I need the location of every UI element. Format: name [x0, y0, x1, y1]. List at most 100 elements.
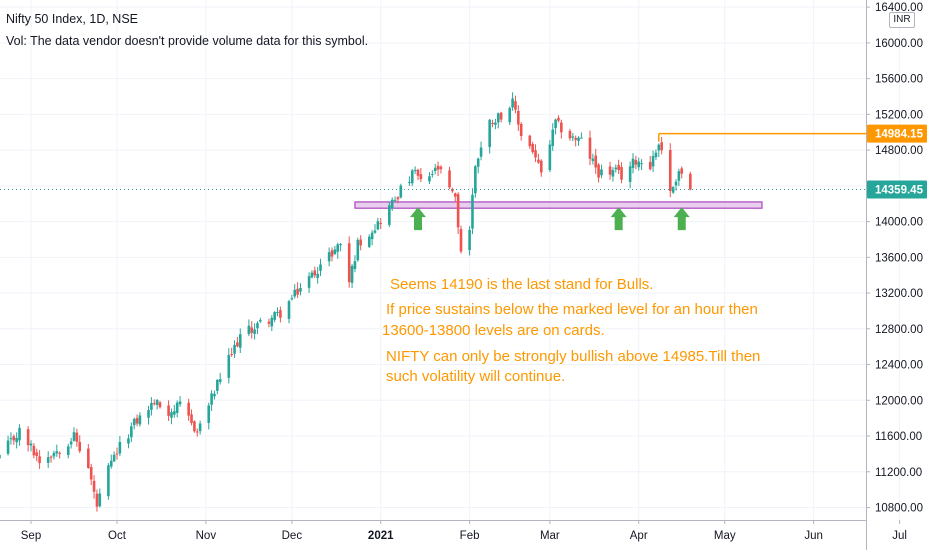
candle: [319, 258, 322, 277]
candle-body: [499, 112, 503, 120]
candle: [496, 112, 500, 129]
candle-body: [187, 402, 190, 416]
candle: [499, 111, 503, 123]
candle-body: [339, 244, 342, 246]
candle-body: [548, 144, 552, 171]
candle: [35, 448, 39, 462]
candle: [279, 306, 282, 323]
annotation-line-4: NIFTY can only be strongly bullish above…: [386, 348, 761, 365]
candle-body: [390, 199, 394, 209]
candle: [299, 283, 302, 296]
candle-body: [648, 161, 652, 170]
candle-body: [620, 166, 623, 180]
candle: [431, 170, 434, 178]
candle-body: [307, 276, 311, 288]
candle: [491, 119, 494, 128]
candle-body: [256, 323, 259, 329]
candle: [531, 141, 534, 154]
candle: [173, 404, 176, 418]
candle: [52, 450, 56, 460]
candle-body: [628, 166, 632, 182]
price-tick-label: 12000.00: [875, 395, 923, 407]
candle: [132, 417, 136, 430]
candle-body: [0, 454, 1, 459]
candle-body: [611, 170, 615, 177]
candle-body: [299, 287, 302, 292]
time-tick-label: Mar: [540, 530, 560, 542]
candle-body: [634, 160, 638, 165]
candle: [198, 420, 202, 435]
candle: [476, 157, 480, 174]
candle: [130, 422, 133, 443]
candle-body: [193, 421, 196, 432]
candle: [648, 155, 652, 171]
candle: [195, 428, 199, 437]
candle: [554, 118, 557, 135]
candle-body: [279, 310, 282, 318]
candle: [207, 402, 211, 430]
candle-body: [531, 143, 534, 153]
price-tick-label: 12800.00: [875, 324, 923, 336]
candle-body: [49, 456, 53, 458]
candle-body: [336, 244, 340, 252]
candle: [250, 321, 254, 339]
candle-body: [87, 448, 90, 468]
candle: [347, 236, 351, 288]
candle: [577, 136, 580, 146]
candle: [628, 161, 632, 189]
candle: [69, 437, 73, 449]
candle-body: [379, 223, 383, 225]
candle-body: [152, 403, 156, 405]
candle: [9, 432, 13, 445]
candle: [534, 144, 537, 163]
annotation-line-5: such volatility will continue.: [386, 368, 566, 385]
candle-body: [356, 240, 360, 261]
candle: [316, 267, 319, 284]
price-tick-label: 16400.00: [875, 2, 923, 14]
candle: [155, 399, 159, 410]
candle: [158, 400, 162, 409]
candle: [433, 164, 437, 175]
candle: [359, 235, 362, 251]
candle: [138, 412, 142, 427]
candle: [330, 247, 334, 262]
candle-body: [127, 438, 130, 444]
candle: [49, 455, 53, 463]
candle: [213, 390, 216, 400]
candle: [236, 336, 239, 348]
candle: [508, 106, 512, 125]
candle-body: [651, 156, 655, 167]
candle: [373, 224, 377, 234]
candle: [273, 311, 276, 323]
candle: [456, 192, 460, 235]
candle-body: [657, 144, 661, 151]
candle-body: [551, 129, 555, 146]
time-tick-label: Dec: [282, 530, 303, 542]
price-tick-label: 15200.00: [875, 109, 923, 121]
candle-body: [115, 453, 119, 455]
candle-body: [236, 342, 239, 347]
candle-body: [190, 414, 193, 423]
currency-badge[interactable]: INR: [889, 12, 915, 28]
candle-body: [66, 446, 70, 455]
candle: [594, 148, 598, 174]
candle: [58, 451, 61, 459]
candle: [287, 299, 291, 324]
candle: [170, 408, 173, 425]
candle-body: [12, 436, 16, 441]
candle: [617, 159, 620, 174]
candle: [459, 225, 463, 254]
candle: [216, 379, 219, 395]
candle-body: [69, 441, 73, 445]
candle: [290, 294, 294, 301]
candle: [353, 255, 357, 273]
candle: [310, 270, 314, 279]
candle-body: [416, 169, 420, 176]
candle: [112, 451, 116, 463]
candle-body: [680, 168, 684, 174]
candle: [468, 226, 471, 256]
candle-body: [594, 155, 598, 168]
candle-body: [207, 405, 211, 423]
